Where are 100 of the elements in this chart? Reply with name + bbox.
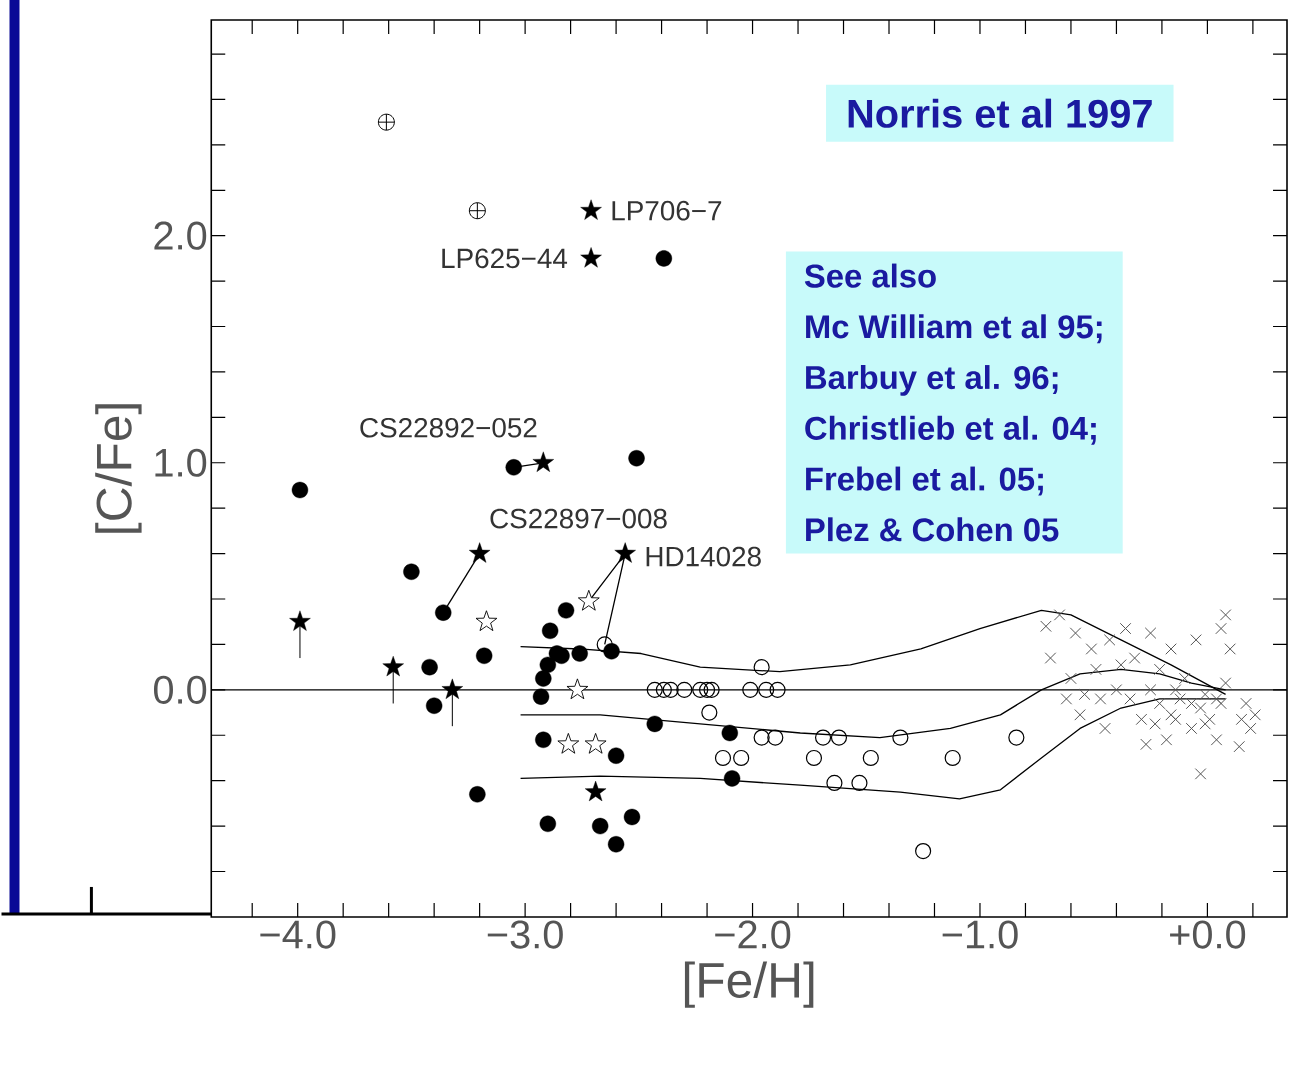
point xyxy=(1215,697,1227,710)
point xyxy=(862,750,879,767)
point xyxy=(1060,693,1073,705)
point xyxy=(1044,652,1057,664)
point xyxy=(1249,709,1261,721)
point xyxy=(1194,702,1207,714)
y-tick-label: 2.0 xyxy=(154,221,207,250)
point xyxy=(1115,659,1127,671)
point xyxy=(1040,620,1052,633)
annotation: LP625−44 xyxy=(442,248,568,269)
point xyxy=(1199,688,1211,701)
point xyxy=(468,542,491,563)
point xyxy=(826,774,843,792)
point xyxy=(1178,672,1191,685)
point xyxy=(944,750,961,767)
point xyxy=(532,688,550,705)
point xyxy=(539,815,557,833)
annotation: Mc William et al 95; xyxy=(806,314,1102,344)
point xyxy=(723,770,741,787)
point xyxy=(915,843,932,860)
point xyxy=(1219,609,1232,621)
point xyxy=(539,656,557,674)
x-tick-label: +0.0 xyxy=(1170,920,1246,949)
point xyxy=(403,563,420,581)
point xyxy=(607,747,625,765)
point xyxy=(1224,643,1236,655)
x-tick-label: −2.0 xyxy=(715,920,791,949)
point xyxy=(646,715,663,733)
point xyxy=(1053,609,1066,621)
point xyxy=(382,656,404,677)
point xyxy=(1199,718,1211,730)
point xyxy=(553,647,570,665)
point xyxy=(505,459,522,476)
point xyxy=(753,729,770,746)
point xyxy=(425,697,443,715)
point xyxy=(769,681,786,699)
y-tick-label: 0.0 xyxy=(153,675,207,705)
y-tick-label: 1.0 xyxy=(155,448,207,477)
point xyxy=(830,729,848,746)
point xyxy=(1244,722,1257,735)
point xyxy=(580,199,602,220)
point xyxy=(532,451,554,472)
point xyxy=(535,731,552,749)
point xyxy=(435,604,452,621)
point xyxy=(1008,729,1025,746)
point xyxy=(1165,709,1177,721)
point xyxy=(1078,688,1091,701)
point xyxy=(1110,684,1123,696)
point xyxy=(580,247,602,268)
point xyxy=(758,681,775,699)
point xyxy=(1210,693,1223,705)
point xyxy=(468,202,486,220)
point xyxy=(1065,672,1077,685)
point xyxy=(1160,734,1173,746)
point xyxy=(1215,622,1227,635)
point xyxy=(1094,693,1107,705)
point xyxy=(1190,634,1202,646)
point xyxy=(698,681,716,699)
point xyxy=(289,610,311,631)
point xyxy=(1074,709,1086,721)
point xyxy=(646,681,663,699)
point xyxy=(291,481,309,499)
point xyxy=(1140,738,1152,751)
x-tick-label: −4.0 xyxy=(260,920,336,949)
point xyxy=(1069,627,1082,639)
point xyxy=(596,636,613,653)
point xyxy=(892,729,909,746)
point xyxy=(1169,713,1182,726)
point xyxy=(566,678,589,700)
annotation: See also xyxy=(804,263,936,288)
annotation: Plez & Cohen 05 xyxy=(806,517,1059,542)
point xyxy=(742,681,759,699)
point xyxy=(541,622,559,640)
point xyxy=(1235,713,1248,726)
point xyxy=(721,724,738,742)
point xyxy=(603,643,620,660)
point xyxy=(1085,643,1098,655)
point xyxy=(441,678,463,700)
point xyxy=(1099,722,1111,735)
point xyxy=(1169,684,1182,696)
point xyxy=(557,602,575,619)
point xyxy=(1219,677,1232,689)
point xyxy=(1128,652,1141,664)
point xyxy=(535,670,552,687)
point xyxy=(469,786,486,803)
point xyxy=(1185,722,1198,735)
x-tick-label: −3.0 xyxy=(487,920,563,949)
annotation: LP706−7 xyxy=(612,200,722,221)
point xyxy=(1135,713,1148,726)
annotation: Frebel et al. 05; xyxy=(806,466,1043,496)
annotation: CS22897−008 xyxy=(490,508,667,529)
point xyxy=(703,681,720,699)
point xyxy=(714,750,732,767)
point xyxy=(1203,713,1216,726)
point xyxy=(377,113,395,131)
point xyxy=(733,750,750,767)
annotation: CS22892−052 xyxy=(360,418,537,438)
point xyxy=(557,733,580,754)
point xyxy=(692,681,709,699)
point xyxy=(1149,718,1161,730)
